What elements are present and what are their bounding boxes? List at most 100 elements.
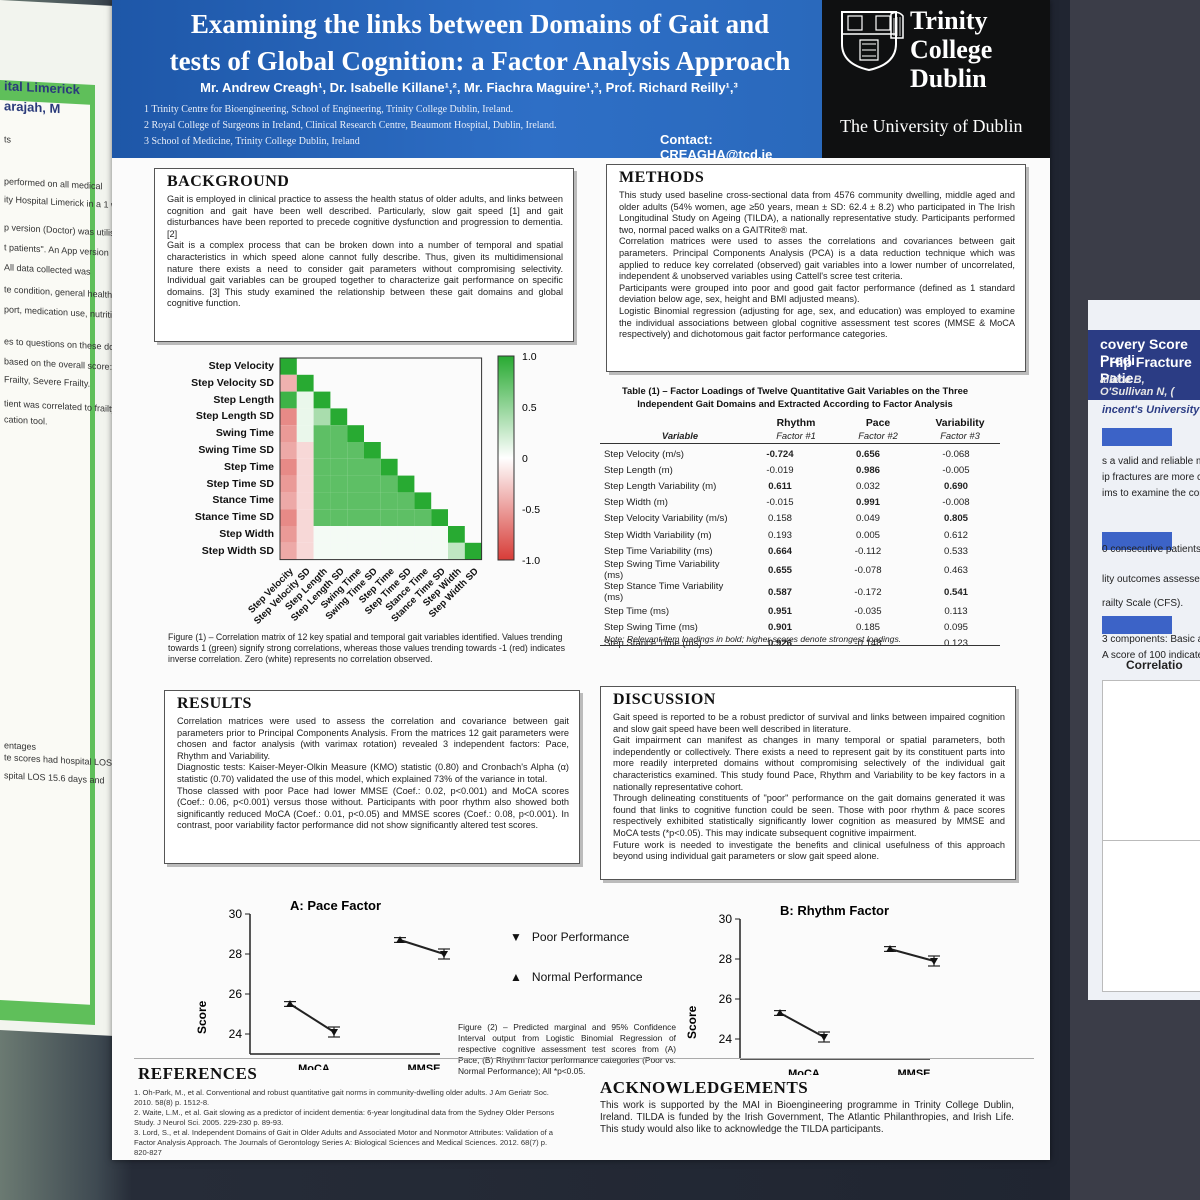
y-tick-label: 30 <box>229 907 243 921</box>
matrix-row-label: Step Length SD <box>195 410 274 423</box>
background-body: Gait is employed in clinical practice to… <box>167 194 563 310</box>
right-poster-line: s a valid and reliable method <box>1102 456 1200 467</box>
right-poster-line: 0 consecutive patients (age> <box>1102 544 1200 555</box>
methods-paragraph-4: Logistic Binomial regression (adjusting … <box>619 305 1015 340</box>
matrix-cell <box>280 391 297 409</box>
right-poster-line: lity outcomes assessed using <box>1102 574 1200 585</box>
results-title: RESULTS <box>177 695 252 712</box>
table-note: Note: Relevant item loadings in bold; hi… <box>604 634 902 644</box>
table-1-title-line-1: Table (1) – Factor Loadings of Twelve Qu… <box>621 385 969 396</box>
reference-2: 2. Waite, L.M., et al. Gait slowing as a… <box>134 1108 555 1127</box>
matrix-cell <box>330 458 348 476</box>
table-cell-loading: 0.926 <box>767 638 792 650</box>
poster-title-line-2: tests of Global Cognition: a Factor Anal… <box>169 46 791 76</box>
legend-normal-performance: ▲ Normal Performance <box>510 970 643 984</box>
results-section: RESULTS Correlation matrices were used t… <box>164 690 580 864</box>
matrix-cell <box>448 542 465 560</box>
table-cell-loading: -0.172 <box>854 586 882 598</box>
poster-title-line-1: Examining the links between Domains of G… <box>190 9 770 39</box>
table-row: Step Length Variability (m) 0.611 0.032 0.6… <box>600 478 1000 494</box>
y-tick-label: 26 <box>229 987 243 1001</box>
harp-icon <box>890 11 904 39</box>
table-cell-variable: Step Time Variability (ms) <box>604 545 713 557</box>
matrix-row-label: Swing Time SD <box>198 444 274 456</box>
acknowledgements-text: This work is supported by the MAI in Bio… <box>600 1100 1014 1135</box>
tcd-university-line: The University of Dublin <box>840 116 1023 136</box>
table-header-rule <box>600 443 1000 444</box>
table-cell-variable: Step Stance Time (ms) <box>604 638 702 650</box>
table-header-variable: Variable <box>661 430 699 441</box>
matrix-row-label: Step Time SD <box>206 477 275 490</box>
matrix-cell <box>347 442 364 459</box>
table-header-pace: Pace <box>865 418 891 429</box>
x-tick-label: MoCA <box>788 1068 820 1075</box>
matrix-cell <box>364 442 381 459</box>
y-tick-label: 26 <box>719 992 733 1006</box>
matrix-cell <box>280 408 297 426</box>
poor-marker-icon: ▼ <box>510 930 522 944</box>
matrix-row-label: Step Velocity <box>208 360 274 372</box>
results-paragraph-3: Those classed with poor Pace had lower M… <box>177 785 569 831</box>
figure-2-caption: Figure (2) – Predicted marginal and 95% … <box>458 1022 676 1076</box>
poor-performance-point <box>820 1034 828 1041</box>
matrix-cell <box>280 358 297 375</box>
table-row: Step Time (ms) 0.951 -0.035 0.113 <box>600 603 1000 619</box>
matrix-cell <box>280 475 297 493</box>
y-axis-label: Score <box>685 1005 699 1039</box>
table-cell-loading: 0.113 <box>944 605 968 617</box>
matrix-cell <box>313 442 331 459</box>
matrix-cell <box>296 475 314 493</box>
matrix-cell <box>330 542 348 560</box>
table-cell-loading: -0.015 <box>766 497 794 509</box>
matrix-cell <box>280 442 297 459</box>
matrix-row-label: Step Time <box>224 460 274 473</box>
title-banner: Examining the links between Domains of G… <box>112 0 822 162</box>
table-cell-loading: 0.095 <box>943 622 968 634</box>
table-cell-loading: 0.587 <box>767 586 792 598</box>
matrix-cell <box>431 526 448 543</box>
table-1-title: Table (1) – Factor Loadings of Twelve Qu… <box>590 384 1000 410</box>
footer-rule <box>134 1058 1034 1059</box>
table-cell-loading: 0.158 <box>767 513 792 525</box>
tcd-name-line-3: Dublin <box>910 64 987 93</box>
matrix-row-label: Stance Time SD <box>194 511 274 524</box>
table-cell-loading: -0.008 <box>942 497 970 509</box>
matrix-cell <box>330 509 348 526</box>
matrix-frame <box>279 357 483 561</box>
plot-title: A: Pace Factor <box>290 900 381 913</box>
matrix-cell <box>364 542 381 560</box>
table-row: Step Swing Time Variability (ms) 0.655 -0.… <box>600 559 1000 581</box>
right-poster-title-bar: covery Score Predi r Hip Fracture Patie … <box>1088 330 1200 400</box>
table-cell-loading: 0.533 <box>943 545 968 557</box>
table-row: Step Time Variability (ms) 0.664 -0.112 0.5… <box>600 543 1000 559</box>
background-section: BACKGROUND Gait is employed in clinical … <box>154 168 574 342</box>
colorbar-tick-label: 0.5 <box>522 402 537 414</box>
table-cell-loading: -0.078 <box>854 564 882 576</box>
matrix-cell <box>296 458 314 476</box>
right-poster-heading-2: r Hip Fracture Patie <box>1100 354 1192 386</box>
series-line <box>399 939 445 955</box>
matrix-cell <box>296 542 314 560</box>
matrix-cell <box>280 458 297 476</box>
matrix-row-label: Step Width <box>219 528 274 540</box>
matrix-cell <box>414 492 432 510</box>
matrix-cell <box>313 542 331 560</box>
methods-paragraph-1: This study used baseline cross-sectional… <box>619 190 1015 235</box>
matrix-cell <box>313 458 331 476</box>
table-cell-loading: 0.986 <box>855 464 880 476</box>
table-cell-variable: Step Width Variability (m) <box>604 529 712 541</box>
references-title: REFERENCES <box>138 1064 258 1083</box>
table-row: Step Length (m) -0.019 0.986 -0.005 <box>600 462 1000 478</box>
left-poster-line: ts <box>4 134 12 145</box>
x-tick-label: MoCA <box>298 1063 330 1070</box>
table-cell-variable: Step Stance Time Variability (ms) <box>604 581 724 604</box>
main-poster: Examining the links between Domains of G… <box>112 0 1050 1160</box>
right-poster-heading-1: covery Score Predi <box>1100 336 1188 368</box>
discussion-paragraph-1: Gait speed is reported to be a robust pr… <box>613 712 1005 734</box>
affiliation-3: 3 School of Medicine, Trinity College Du… <box>144 136 360 147</box>
acknowledgements-title: ACKNOWLEDGEMENTS <box>600 1078 809 1097</box>
matrix-cell <box>296 492 314 510</box>
table-subheader-factor-1: Factor #1 <box>776 430 816 441</box>
tcd-name: Trinity College Dublin <box>910 6 992 93</box>
